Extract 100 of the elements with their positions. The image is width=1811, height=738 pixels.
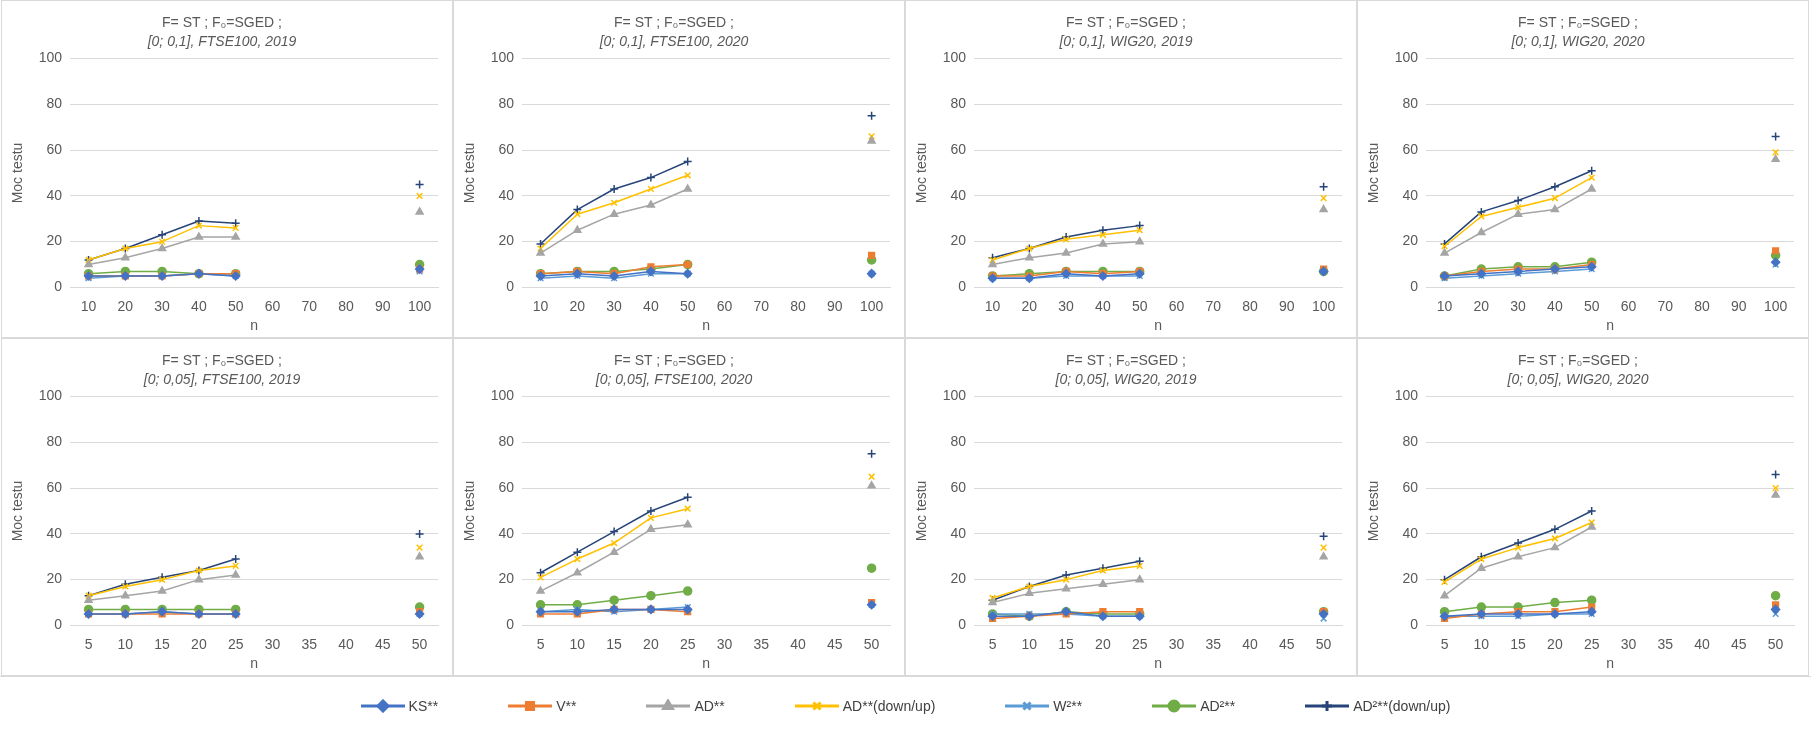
y-tick-label: 0 <box>958 278 967 295</box>
y-tick-label: 60 <box>498 478 515 495</box>
x-tick-label: 10 <box>1021 635 1038 652</box>
y-tick-label: 60 <box>950 478 967 495</box>
y-tick-label: 40 <box>46 524 63 541</box>
x-tick-label: 40 <box>1694 635 1711 652</box>
x-tick-label: 20 <box>1095 635 1111 652</box>
x-tick-label: 15 <box>154 635 171 652</box>
x-tick-label: 40 <box>790 635 807 652</box>
legend-label: AD²** <box>1200 698 1236 714</box>
x-tick-label: 30 <box>154 297 171 314</box>
x-tick-label: 5 <box>1440 635 1449 652</box>
x-axis-title: n <box>1154 317 1162 334</box>
chart-title: F= ST ; F₀=SGED ; <box>614 352 734 369</box>
x-tick-label: 10 <box>1436 297 1453 314</box>
x-tick-label: 5 <box>988 635 997 652</box>
y-tick-label: 20 <box>46 232 63 249</box>
x-tick-label: 45 <box>375 635 391 652</box>
y-tick-label: 80 <box>1402 433 1419 450</box>
x-tick-label: 70 <box>301 297 318 314</box>
x-tick-label: 90 <box>827 297 843 314</box>
x-tick-label: 15 <box>1510 635 1527 652</box>
x-tick-label: 30 <box>1168 635 1185 652</box>
x-tick-label: 35 <box>301 635 318 652</box>
chart-title: F= ST ; F₀=SGED ; <box>614 14 734 31</box>
chart-subtitle: [0; 0,05], WIG20, 2019 <box>1054 371 1197 388</box>
y-tick-label: 40 <box>1402 186 1419 203</box>
x-tick-label: 35 <box>753 635 770 652</box>
x-tick-label: 70 <box>1205 297 1222 314</box>
y-tick-label: 0 <box>54 278 63 295</box>
y-tick-label: 0 <box>1410 278 1419 295</box>
x-tick-label: 10 <box>532 297 549 314</box>
x-tick-label: 50 <box>1131 297 1148 314</box>
x-tick-label: 40 <box>1547 297 1563 314</box>
x-tick-label: 30 <box>1058 297 1075 314</box>
x-tick-label: 15 <box>1058 635 1075 652</box>
x-tick-label: 30 <box>716 635 733 652</box>
y-tick-label: 40 <box>950 186 967 203</box>
x-tick-label: 40 <box>191 297 207 314</box>
x-axis-title: n <box>702 655 710 672</box>
y-tick-label: 0 <box>506 616 515 633</box>
x-tick-label: 70 <box>1657 297 1674 314</box>
y-axis-title: Moc testu <box>9 480 26 542</box>
x-tick-label: 50 <box>679 297 696 314</box>
y-tick-label: 20 <box>1402 232 1419 249</box>
y-axis-title: Moc testu <box>1365 142 1382 204</box>
legend-label: AD²**(down/up) <box>1353 698 1451 714</box>
legend-label: W²** <box>1053 698 1083 714</box>
x-tick-label: 5 <box>84 635 93 652</box>
x-tick-label: 50 <box>1767 635 1784 652</box>
y-tick-label: 20 <box>498 570 515 587</box>
x-tick-label: 35 <box>1657 635 1674 652</box>
y-tick-label: 40 <box>950 524 967 541</box>
y-tick-label: 20 <box>950 570 967 587</box>
chart-subtitle: [0; 0,1], FTSE100, 2020 <box>598 33 749 50</box>
y-axis-title: Moc testu <box>913 142 930 204</box>
chart-title: F= ST ; F₀=SGED ; <box>1518 352 1638 369</box>
x-tick-label: 20 <box>569 297 586 314</box>
y-tick-label: 60 <box>950 140 967 157</box>
y-tick-label: 100 <box>38 387 63 404</box>
y-axis-title: Moc testu <box>461 480 478 542</box>
x-tick-label: 50 <box>1583 297 1600 314</box>
y-tick-label: 60 <box>1402 478 1419 495</box>
x-tick-label: 45 <box>827 635 843 652</box>
y-axis-title: Moc testu <box>461 142 478 204</box>
x-tick-label: 50 <box>1315 635 1332 652</box>
x-tick-label: 35 <box>1205 635 1222 652</box>
x-tick-label: 50 <box>411 635 428 652</box>
x-tick-label: 20 <box>117 297 134 314</box>
y-tick-label: 60 <box>46 478 63 495</box>
y-tick-label: 100 <box>1394 387 1419 404</box>
y-tick-label: 0 <box>506 278 515 295</box>
x-tick-label: 60 <box>264 297 281 314</box>
y-tick-label: 0 <box>1410 616 1419 633</box>
x-tick-label: 20 <box>191 635 207 652</box>
x-tick-label: 40 <box>1095 297 1111 314</box>
legend-label: AD** <box>694 698 725 714</box>
x-tick-label: 20 <box>1473 297 1490 314</box>
y-axis-title: Moc testu <box>9 142 26 204</box>
x-tick-label: 10 <box>80 297 97 314</box>
y-tick-label: 80 <box>498 433 515 450</box>
y-tick-label: 60 <box>1402 140 1419 157</box>
y-axis-title: Moc testu <box>913 480 930 542</box>
chart-subtitle: [0; 0,05], WIG20, 2020 <box>1506 371 1649 388</box>
x-tick-label: 100 <box>1311 297 1336 314</box>
chart-title: F= ST ; F₀=SGED ; <box>1066 352 1186 369</box>
y-tick-label: 80 <box>46 433 63 450</box>
x-tick-label: 80 <box>1694 297 1711 314</box>
y-tick-label: 100 <box>1394 49 1419 66</box>
x-tick-label: 30 <box>606 297 623 314</box>
y-tick-label: 100 <box>490 387 515 404</box>
x-tick-label: 10 <box>117 635 134 652</box>
y-tick-label: 80 <box>46 95 63 112</box>
x-tick-label: 100 <box>407 297 432 314</box>
chart-subtitle: [0; 0,05], FTSE100, 2020 <box>594 371 753 388</box>
x-tick-label: 60 <box>1168 297 1185 314</box>
x-tick-label: 10 <box>569 635 586 652</box>
y-tick-label: 20 <box>46 570 63 587</box>
chart-subtitle: [0; 0,1], FTSE100, 2019 <box>146 33 297 50</box>
x-tick-label: 15 <box>606 635 623 652</box>
